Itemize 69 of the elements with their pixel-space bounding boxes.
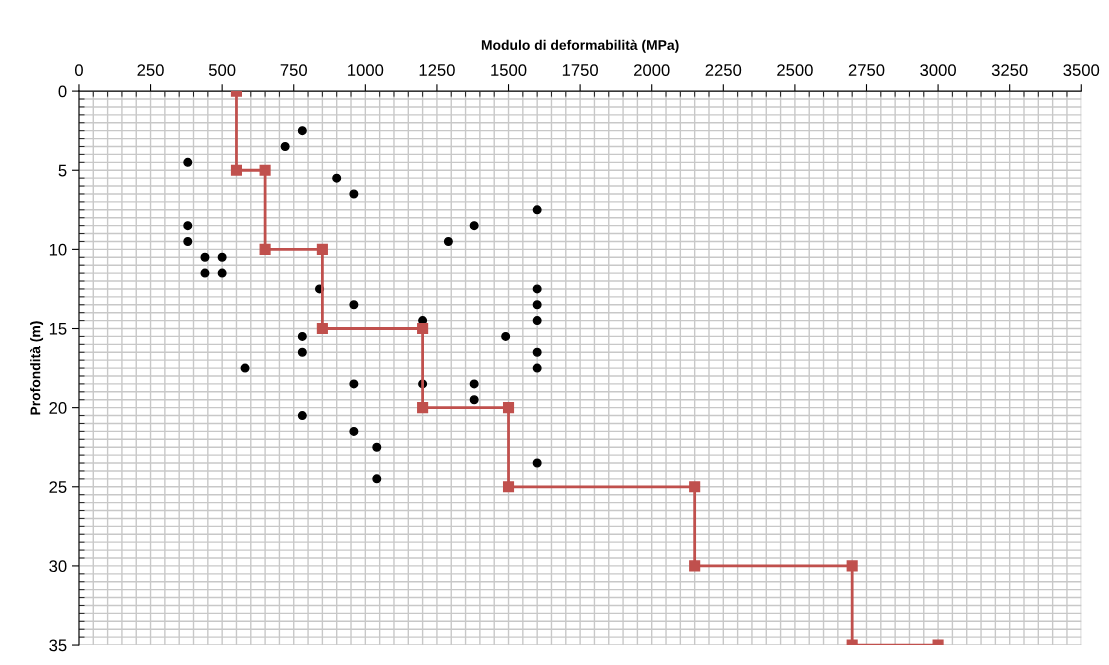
point (469, 221, 479, 231)
point (502, 481, 515, 493)
point (316, 322, 328, 335)
point (532, 205, 542, 215)
point (297, 126, 307, 136)
point (230, 164, 243, 176)
x-tick-label: 1500 (491, 64, 527, 77)
point (443, 236, 453, 246)
y-axis-title: Profondità (m) (29, 321, 44, 415)
x-tick-label: 3250 (991, 64, 1028, 77)
point (846, 560, 858, 572)
point (349, 189, 359, 199)
point (183, 221, 193, 231)
y-tick-label: 25 (49, 481, 67, 493)
point (532, 284, 542, 294)
y-tick-label: 20 (49, 402, 67, 414)
x-tick-label: 250 (137, 64, 164, 77)
point (469, 395, 479, 405)
point (217, 252, 227, 262)
point (217, 268, 227, 278)
x-tick-label: 2500 (777, 64, 813, 77)
x-tick-label: 3000 (920, 64, 956, 77)
x-tick-label: 3500 (1063, 64, 1100, 77)
point (200, 268, 210, 278)
y-tick-label: 35 (49, 639, 67, 652)
x-tick-label: 2750 (848, 64, 885, 77)
point (372, 474, 382, 484)
point (259, 164, 271, 176)
point (502, 402, 515, 414)
point (297, 331, 307, 341)
point (501, 331, 511, 341)
y-tick-label: 0 (58, 85, 67, 98)
point (349, 379, 359, 389)
point (532, 347, 542, 357)
x-tick-label: 750 (280, 64, 307, 77)
point (417, 322, 429, 335)
x-tick-label: 2250 (705, 64, 742, 77)
x-tick-label: 1250 (419, 64, 455, 77)
point (417, 402, 429, 414)
point (240, 363, 250, 373)
point (280, 142, 290, 151)
y-tick-label: 10 (49, 243, 67, 256)
point (316, 243, 328, 255)
point (183, 236, 193, 246)
x-tick-label: 0 (74, 64, 83, 77)
y-tick-label: 5 (58, 164, 67, 177)
point (200, 252, 210, 262)
y-tick-label: 30 (49, 560, 67, 573)
x-axis-title: Modulo di deformabilità (MPa) (481, 39, 679, 53)
x-tick-label: 500 (208, 64, 236, 77)
point (532, 363, 542, 373)
x-tick-label: 1750 (562, 64, 599, 77)
point (689, 481, 701, 493)
point (532, 458, 542, 468)
point (532, 300, 542, 310)
point (689, 560, 701, 572)
point (259, 243, 271, 255)
point (297, 411, 307, 421)
point (183, 157, 193, 167)
y-tick-label: 15 (49, 323, 67, 335)
x-tick-label: 1000 (348, 64, 384, 77)
point (297, 347, 307, 357)
x-tick-label: 2000 (634, 64, 670, 77)
point (349, 426, 359, 436)
point (532, 316, 542, 326)
point (469, 379, 479, 389)
point (372, 442, 382, 452)
point (332, 173, 342, 183)
point (349, 300, 359, 310)
